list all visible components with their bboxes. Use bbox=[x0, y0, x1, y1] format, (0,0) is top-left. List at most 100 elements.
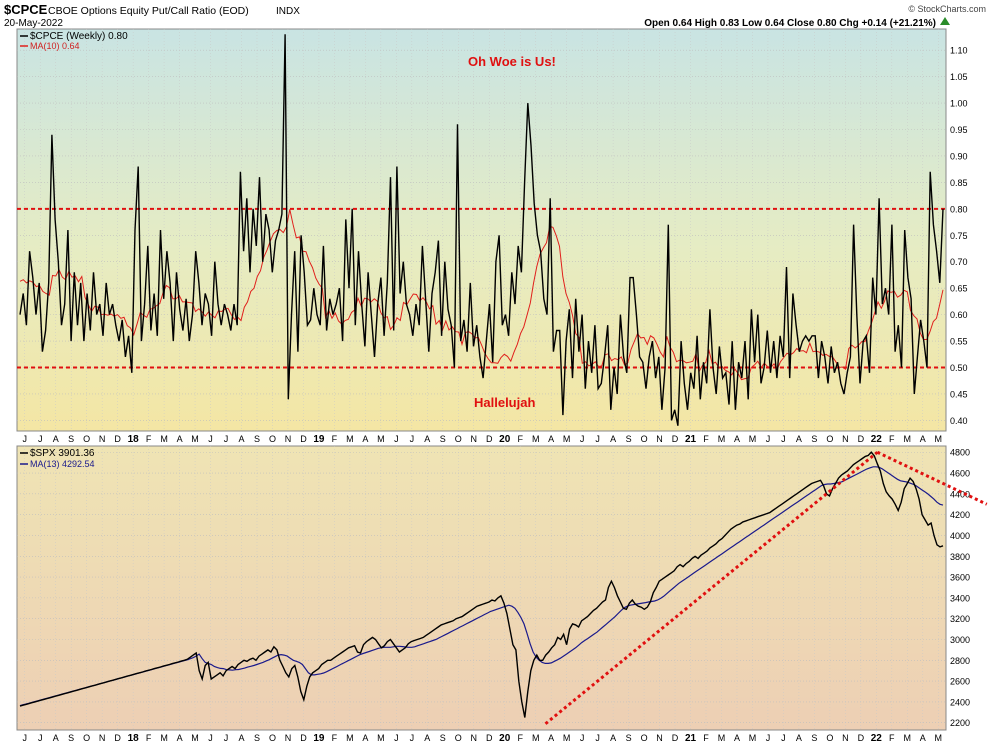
spx-y-axis: 2200 2400 2600 2800 3000 3200 3400 3600 3800 4000… bbox=[950, 448, 970, 728]
spx-x-tick-label: F bbox=[332, 733, 338, 743]
spx-y-tick-label: 2400 bbox=[950, 697, 970, 707]
spx-x-tick-label: J bbox=[224, 733, 229, 743]
spx-x-tick-label: M bbox=[904, 733, 912, 743]
put-call-x-tick-label: M bbox=[563, 434, 571, 444]
spx-x-tick-label: S bbox=[811, 733, 817, 743]
spx-x-tick-label: M bbox=[718, 733, 726, 743]
put-call-x-tick-label: D bbox=[300, 434, 307, 444]
annotation-oh-woe: Oh Woe is Us! bbox=[468, 54, 556, 69]
spx-x-tick-label: M bbox=[935, 733, 943, 743]
spx-x-tick-label: A bbox=[239, 733, 245, 743]
put-call-x-tick-label: M bbox=[935, 434, 943, 444]
spx-x-tick-label: F bbox=[517, 733, 523, 743]
spx-x-tick-label: O bbox=[641, 733, 648, 743]
spx-x-tick-label: J bbox=[410, 733, 415, 743]
spx-x-tick-label: N bbox=[285, 733, 292, 743]
spx-gridlines bbox=[17, 446, 946, 730]
put-call-x-tick-label: M bbox=[377, 434, 385, 444]
spx-plot-area bbox=[16, 445, 947, 731]
put-call-x-tick-label: J bbox=[224, 434, 229, 444]
put-call-x-tick-label: O bbox=[269, 434, 276, 444]
spx-x-tick-label: O bbox=[83, 733, 90, 743]
spx-x-tick-label: O bbox=[269, 733, 276, 743]
put-call-y-tick-label: 1.05 bbox=[950, 72, 968, 82]
put-call-x-tick-label: M bbox=[718, 434, 726, 444]
spx-y-tick-label: 3400 bbox=[950, 593, 970, 603]
spx-x-tick-label: D bbox=[114, 733, 121, 743]
put-call-y-axis: 0.40 0.45 0.50 0.55 0.60 0.65 0.70 0.75 0.80 0.85… bbox=[950, 46, 968, 426]
watermark: © StockCharts.com bbox=[908, 4, 986, 14]
spx-x-tick-label: A bbox=[796, 733, 802, 743]
put-call-x-tick-label: O bbox=[826, 434, 833, 444]
put-call-x-tick-label: J bbox=[208, 434, 213, 444]
put-call-x-tick-label: D bbox=[114, 434, 121, 444]
put-call-y-tick-label: 0.75 bbox=[950, 231, 968, 241]
put-call-x-tick-label: S bbox=[440, 434, 446, 444]
put-call-x-tick-label: A bbox=[920, 434, 926, 444]
put-call-x-tick-label: A bbox=[548, 434, 554, 444]
spx-x-tick-label: J bbox=[22, 733, 27, 743]
spx-x-tick-label: N bbox=[842, 733, 849, 743]
spx-x-tick-label: S bbox=[254, 733, 260, 743]
put-call-x-tick-label: A bbox=[53, 434, 59, 444]
put-call-x-tick-label: F bbox=[146, 434, 152, 444]
spx-x-tick-label: N bbox=[471, 733, 478, 743]
put-call-y-tick-label: 0.85 bbox=[950, 178, 968, 188]
date-label: 20-May-2022 bbox=[4, 18, 63, 29]
put-call-y-tick-label: 1.10 bbox=[950, 46, 968, 56]
spx-x-tick-label: M bbox=[346, 733, 354, 743]
spx-x-tick-label: D bbox=[486, 733, 493, 743]
put-call-x-tick-label: A bbox=[610, 434, 616, 444]
up-triangle-icon bbox=[940, 17, 950, 25]
put-call-x-tick-label: N bbox=[656, 434, 663, 444]
put-call-x-tick-label: N bbox=[285, 434, 292, 444]
put-call-x-tick-label: A bbox=[734, 434, 740, 444]
spx-x-tick-label: M bbox=[749, 733, 757, 743]
put-call-x-tick-label: J bbox=[394, 434, 399, 444]
put-call-x-tick-label: M bbox=[160, 434, 168, 444]
put-call-x-tick-label: D bbox=[858, 434, 865, 444]
spx-x-tick-label: J bbox=[208, 733, 213, 743]
spx-x-tick-label: J bbox=[781, 733, 786, 743]
spx-x-tick-label: S bbox=[626, 733, 632, 743]
spx-x-tick-label: A bbox=[734, 733, 740, 743]
put-call-x-tick-label: O bbox=[83, 434, 90, 444]
put-call-x-tick-label: A bbox=[362, 434, 368, 444]
put-call-x-tick-label: J bbox=[580, 434, 585, 444]
put-call-x-tick-label: D bbox=[672, 434, 679, 444]
legend: $CPCE (Weekly) 0.80 MA(10) 0.64 bbox=[20, 31, 128, 51]
spx-x-tick-label: A bbox=[53, 733, 59, 743]
spx-x-tick-label: S bbox=[440, 733, 446, 743]
spx-x-tick-label: J bbox=[580, 733, 585, 743]
put-call-y-tick-label: 0.40 bbox=[950, 416, 968, 426]
put-call-x-tick-label: M bbox=[191, 434, 199, 444]
put-call-x-tick-label: J bbox=[766, 434, 771, 444]
put-call-x-tick-label: S bbox=[811, 434, 817, 444]
spx-panel: 2200 2400 2600 2800 3000 3200 3400 3600 3800 4000… bbox=[16, 445, 988, 744]
spx-x-tick-label: M bbox=[563, 733, 571, 743]
put-call-x-tick-label: 22 bbox=[871, 434, 883, 445]
cpce-series-line bbox=[19, 34, 944, 426]
put-call-y-tick-label: 0.55 bbox=[950, 337, 968, 347]
spx-x-tick-label: 22 bbox=[871, 733, 883, 744]
spx-y-tick-label: 3000 bbox=[950, 635, 970, 645]
quote-line: Open 0.64 High 0.83 Low 0.64 Close 0.80 … bbox=[644, 18, 936, 29]
spx-x-tick-label: 18 bbox=[128, 733, 140, 744]
put-call-x-tick-label: M bbox=[904, 434, 912, 444]
put-call-x-tick-label: N bbox=[471, 434, 478, 444]
spx-x-tick-label: D bbox=[300, 733, 307, 743]
spx-x-tick-label: M bbox=[532, 733, 540, 743]
put-call-x-tick-label: 20 bbox=[499, 434, 511, 445]
spx-y-tick-label: 4600 bbox=[950, 469, 970, 479]
put-call-y-tick-label: 0.95 bbox=[950, 125, 968, 135]
put-call-y-tick-label: 0.90 bbox=[950, 151, 968, 161]
put-call-x-tick-label: J bbox=[595, 434, 600, 444]
put-call-x-tick-label: J bbox=[22, 434, 27, 444]
put-call-panel: 0.40 0.45 0.50 0.55 0.60 0.65 0.70 0.75 0.80 0.85… bbox=[16, 28, 968, 445]
put-call-x-tick-label: D bbox=[486, 434, 493, 444]
spx-x-tick-label: F bbox=[146, 733, 152, 743]
spx-y-tick-label: 4000 bbox=[950, 531, 970, 541]
put-call-y-tick-label: 0.65 bbox=[950, 284, 968, 294]
